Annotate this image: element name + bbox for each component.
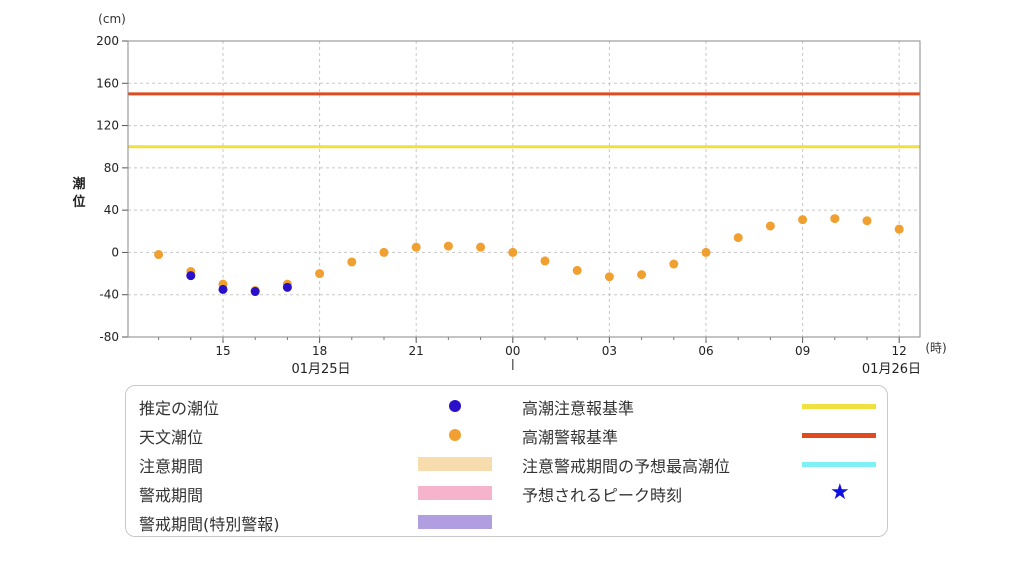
legend-label: 高潮警報基準	[522, 428, 619, 447]
x-tick-label: 06	[698, 344, 713, 358]
legend-line-symbol	[802, 404, 876, 409]
legend-line-symbol	[802, 462, 876, 467]
data-point	[830, 214, 840, 224]
date-labels: 01月25日 01月26日	[291, 362, 921, 377]
data-point	[701, 247, 711, 257]
data-point	[508, 247, 518, 257]
y-tick-label: 160	[96, 76, 119, 90]
star-icon: ★	[830, 480, 850, 505]
plot-frame	[127, 40, 921, 338]
x-tick-labels: 15 18 21 00 03 06 09 12	[215, 344, 906, 358]
y-tick-label: 80	[104, 161, 119, 175]
y-tick-label: 40	[104, 203, 119, 217]
tide-chart: 200 160 120 80 40 0 -40 -80 15 18 21 00 03 06 09 12 (c…	[72, 12, 946, 377]
date-label: 01月26日	[862, 362, 921, 377]
legend-label: 予想されるピーク時刻	[522, 486, 683, 505]
legend-rect-symbol	[418, 457, 492, 471]
data-points	[154, 214, 904, 297]
y-tick-label: 200	[96, 34, 119, 48]
data-point	[894, 224, 904, 234]
date-label: 01月25日	[291, 362, 350, 377]
y-unit-label: (cm)	[98, 12, 126, 26]
x-tick-label: 09	[795, 344, 810, 358]
legend: 推定の潮位天文潮位注意期間警戒期間警戒期間(特別警報) 高潮注意報基準 高潮警報基準…	[125, 385, 888, 537]
data-point	[443, 241, 453, 251]
data-point	[411, 242, 421, 252]
axes	[127, 40, 921, 338]
y-tick-labels: 200 160 120 80 40 0 -40 -80	[96, 34, 119, 344]
data-point	[282, 282, 292, 292]
x-tick-label: 15	[215, 344, 230, 358]
y-tick-label: -80	[99, 330, 119, 344]
data-point	[798, 215, 808, 225]
data-point	[733, 233, 743, 243]
legend-line-symbol	[802, 433, 876, 438]
data-point	[604, 272, 614, 282]
legend-label: 注意期間	[139, 457, 204, 476]
legend-label: 推定の潮位	[139, 399, 220, 418]
data-point	[669, 259, 679, 269]
data-point	[476, 242, 486, 252]
data-point	[315, 269, 325, 279]
data-point	[347, 257, 357, 267]
data-point	[186, 271, 196, 281]
legend-label: 警戒期間	[139, 486, 204, 505]
legend-dot-symbol	[449, 429, 461, 441]
data-point	[637, 270, 647, 280]
data-point	[379, 247, 389, 257]
y-tick-label: -40	[99, 288, 119, 302]
legend-label: 高潮注意報基準	[522, 399, 635, 418]
x-tick-label: 00	[505, 344, 520, 358]
y-tick-label: 120	[96, 119, 119, 133]
data-point	[862, 216, 872, 226]
data-point	[154, 250, 164, 260]
data-point	[572, 265, 582, 275]
data-point	[218, 284, 228, 294]
y-tick-label: 0	[111, 245, 119, 259]
x-tick-label: 18	[312, 344, 327, 358]
x-tick-label: 03	[602, 344, 617, 358]
data-point	[765, 221, 775, 231]
legend-rect-symbol	[418, 515, 492, 529]
data-point	[250, 287, 260, 297]
grid	[122, 40, 920, 370]
x-tick-label: 21	[409, 344, 424, 358]
reference-lines	[128, 92, 920, 149]
y-axis-title: 潮位	[72, 176, 85, 210]
legend-rect-symbol	[418, 486, 492, 500]
x-tick-label: 12	[892, 344, 907, 358]
legend-label: 注意警戒期間の予想最高潮位	[522, 457, 731, 476]
data-point	[540, 256, 550, 266]
legend-dot-symbol	[449, 400, 461, 412]
legend-label: 警戒期間(特別警報)	[139, 515, 280, 534]
x-unit-label: (時)	[925, 341, 946, 355]
legend-label: 天文潮位	[139, 428, 204, 447]
